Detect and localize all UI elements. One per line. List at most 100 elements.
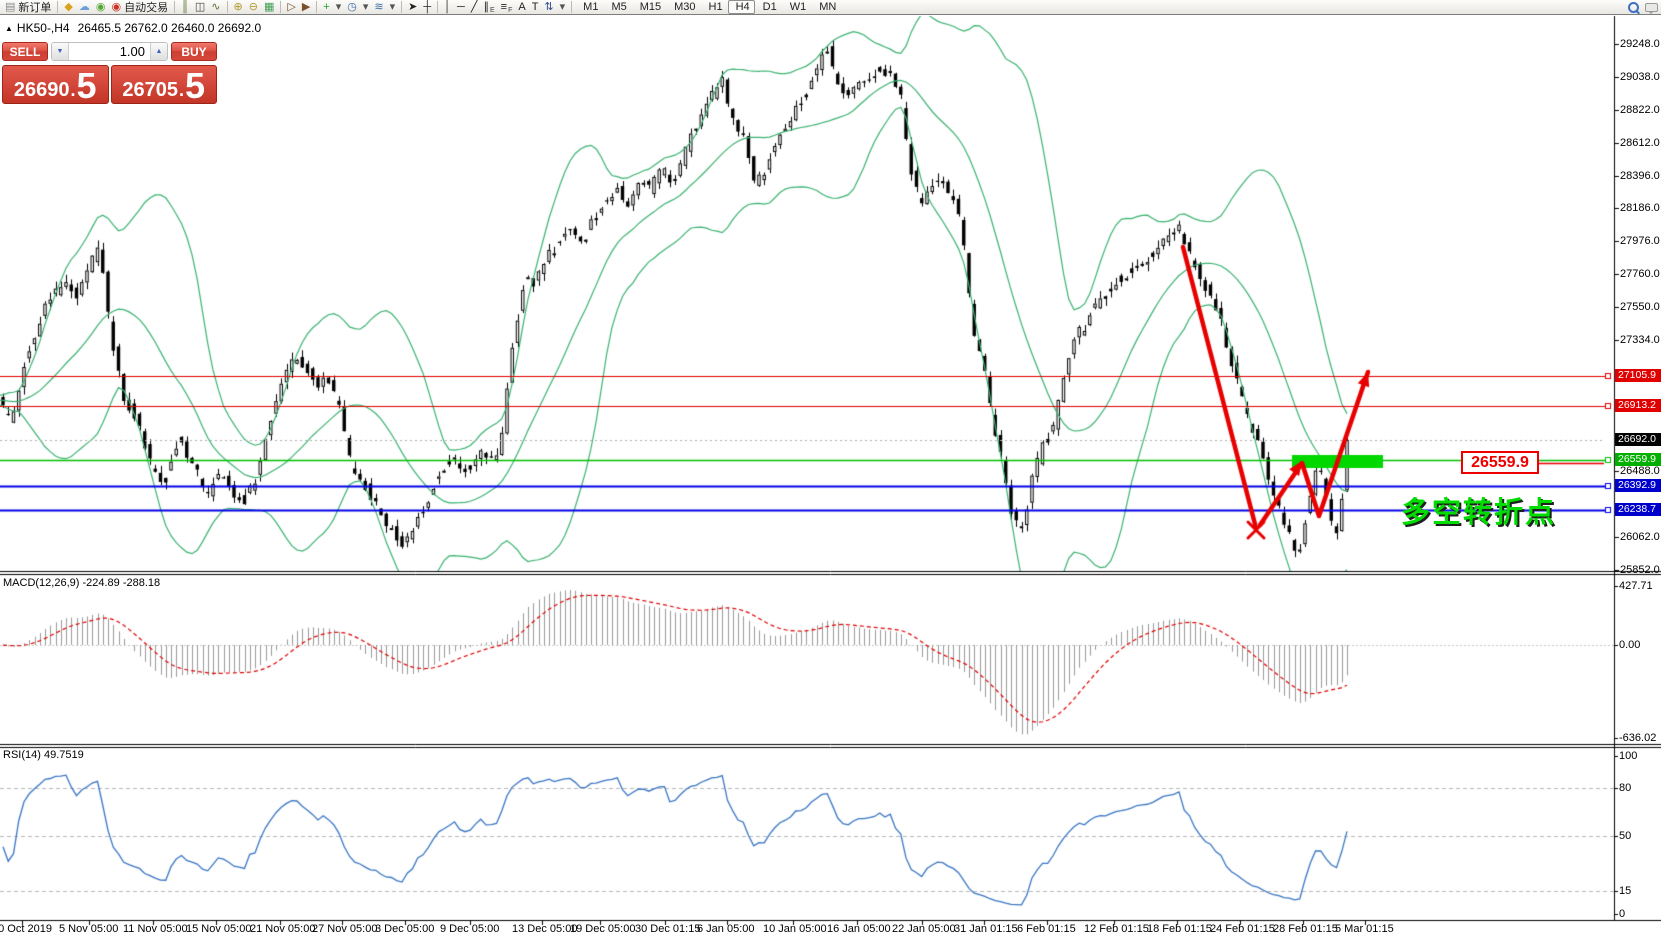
y-axis-tick-label: 28186.0 [1620,202,1660,214]
timeframe-w1[interactable]: W1 [782,0,812,14]
zoom-out-button-glyph: ⊖ [248,0,258,13]
text-tool[interactable]: A [515,0,528,14]
annotation-text[interactable]: 多空转折点 [1401,497,1557,529]
date-axis-label: 13 Dec 05:00 [512,923,578,935]
template-button[interactable]: ≋ [371,0,386,14]
new-order-button[interactable]: ▤ 新订单 [2,0,54,14]
fibonacci-tool[interactable]: ≡ F [498,0,516,14]
buy-button[interactable]: BUY [171,42,217,61]
auto-scroll-button[interactable]: ▷ [284,0,298,14]
add-indicator-button[interactable]: + [320,0,332,14]
bar-chart-mode-button[interactable]: ║ [178,0,192,14]
sell-price-main: 26690 [13,79,70,101]
toolbar-separator [571,1,573,13]
y-axis-tick-label: 28822.0 [1620,104,1660,116]
price-callout-box[interactable]: 26559.9 [1461,451,1539,474]
candlestick-mode-button[interactable]: ◫ [192,0,208,14]
date-axis-label: 22 Jan 05:00 [892,923,956,935]
arrows-dropdown[interactable]: ▾ [557,0,569,14]
search-icon [1628,1,1639,13]
timeframe-mn[interactable]: MN [811,0,841,14]
y-axis-tick-label: 25852.0 [1620,564,1660,576]
timeframe-m15-label: M15 [639,1,662,13]
y-axis-tick-label: 27334.0 [1620,334,1660,346]
price-tag: 26238.7 [1615,503,1661,516]
price-tag: 26392.9 [1615,479,1661,492]
auto-trading-button[interactable]: ◉ 自动交易 [108,0,171,14]
cursor-tool-button[interactable]: ➤ [405,0,420,14]
bar-chart-mode-button-glyph: ║ [181,0,189,13]
toolbar-separator [401,1,403,13]
rsi-indicator-label: RSI(14) 49.7519 [3,749,84,761]
trendline-tool[interactable]: ╱ [468,0,481,14]
cursor-tool-button-glyph: ➤ [408,0,418,13]
chart-symbol-period: HK50-,H4 [16,21,70,35]
date-axis-label: 31 Jan 01:15 [954,923,1018,935]
timeframe-d1[interactable]: D1 [755,0,782,14]
chart-marker-icon: ▲ [5,24,13,33]
timeframe-h1[interactable]: H1 [701,0,728,14]
period-dropdown[interactable]: ▾ [360,0,372,14]
horizontal-line-tool[interactable]: ─ [454,0,468,14]
timeframe-w1-label: W1 [789,1,807,13]
volume-input[interactable]: 1.00 [69,43,150,60]
date-axis-label: 15 Nov 05:00 [186,923,252,935]
sell-button[interactable]: SELL [2,42,48,61]
date-axis-label: 12 Feb 01:15 [1084,923,1149,935]
timeframe-m5[interactable]: M5 [603,0,631,14]
new-order-button-glyph: ▤ [5,0,16,13]
sell-price-big-digit: 5 [76,65,97,106]
template-dropdown-glyph: ▾ [389,0,396,13]
tile-windows-button-glyph: ▦ [263,0,275,13]
rsi-axis-label: 100 [1619,750,1638,762]
sell-price-display[interactable]: 26690. 5 [2,65,109,104]
rsi-axis-label: 15 [1619,885,1632,897]
timeframe-mn-label: MN [819,1,837,13]
crosshair-tool-button[interactable]: ┼ [420,0,434,14]
volume-increase-button[interactable]: ▲ [150,43,167,60]
timeframe-h1-label: H1 [708,1,723,13]
vertical-line-tool[interactable]: │ [441,0,454,14]
date-axis-label: 21 Nov 05:00 [250,923,316,935]
timeframe-m15[interactable]: M15 [632,0,666,14]
arrows-tool[interactable]: ⇅ [541,0,556,14]
template-dropdown[interactable]: ▾ [387,0,399,14]
tile-windows-button[interactable]: ▦ [261,0,277,14]
toolbar-separator [316,1,318,13]
y-axis-tick-label: 29038.0 [1620,71,1660,83]
timeframe-m1[interactable]: M1 [575,0,603,14]
cloud-sync-icon[interactable]: ☁ [76,0,93,14]
line-chart-mode-button-glyph: ∿ [211,0,221,13]
period-button[interactable]: ◷ [344,0,360,14]
zoom-out-button[interactable]: ⊖ [246,0,261,14]
zoom-in-button[interactable]: ⊕ [231,0,246,14]
y-axis-tick-label: 26062.0 [1620,531,1660,543]
date-axis-label: 24 Feb 01:15 [1210,923,1275,935]
timeframe-m5-label: M5 [611,1,627,13]
rsi-axis-label: 80 [1619,782,1632,794]
date-axis-label: 18 Feb 01:15 [1147,923,1212,935]
timeframe-m30[interactable]: M30 [666,0,700,14]
channel-tool[interactable]: ∥ E [480,0,497,14]
signals-icon[interactable]: ◉ [93,0,109,14]
chat-icon[interactable] [1642,0,1661,14]
indicator-dropdown[interactable]: ▾ [333,0,345,14]
macd-axis-label: 0.00 [1619,639,1641,651]
auto-scroll-button-glyph: ▷ [287,0,296,13]
volume-decrease-button[interactable]: ▼ [52,43,69,60]
y-axis-tick-label: 27550.0 [1620,301,1660,313]
buy-price-display[interactable]: 26705. 5 [110,65,217,104]
label-tool[interactable]: T [529,0,542,14]
chart-header: ▲ HK50-,H4 26465.5 26762.0 26460.0 26692.0 [5,21,261,35]
timeframe-h4[interactable]: H4 [727,0,755,14]
chart-shift-button[interactable]: ▶ [299,0,313,14]
cloud-sync-icon-glyph: ☁ [78,0,90,13]
date-axis-label: 10 Jan 05:00 [763,923,827,935]
buy-price-main: 26705 [122,79,179,101]
history-center-icon[interactable]: ◆ [61,0,75,14]
search-icon[interactable] [1625,0,1642,14]
line-chart-mode-button[interactable]: ∿ [208,0,223,14]
macd-axis-label: -636.02 [1619,732,1657,744]
